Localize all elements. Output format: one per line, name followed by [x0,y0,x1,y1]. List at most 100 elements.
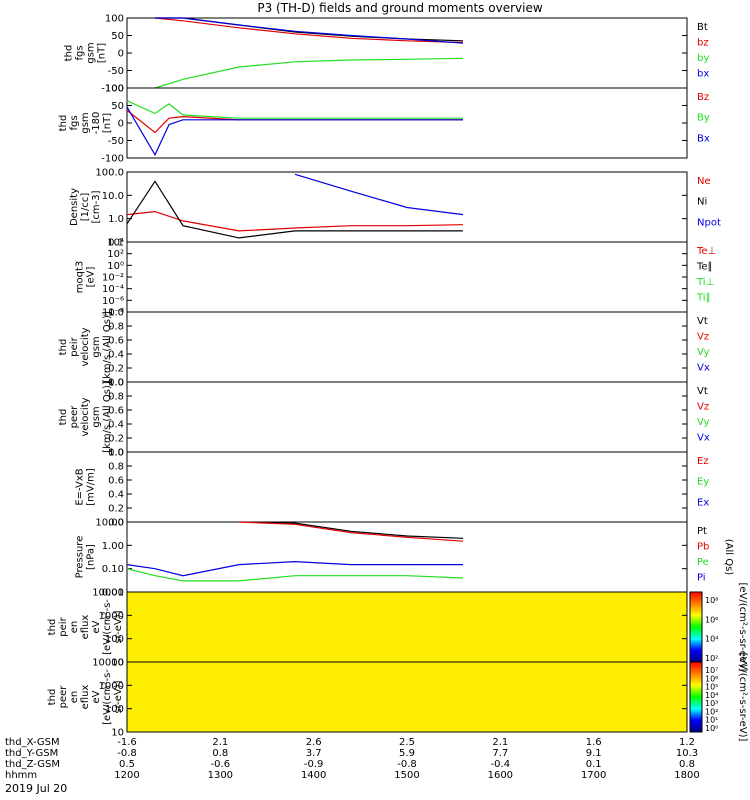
y-axis-label-line: peer [69,405,80,429]
legend-Ey: Ey [697,477,709,488]
panel-frame [126,311,688,383]
y-tick-label: 0.2 [108,434,124,445]
y-tick-label: 1000 [99,681,124,692]
panel-fgs-gsm-180: 100 50 0 -50 -100 thd fgs gsm -180 [nT] Bz By Bx [58,84,710,165]
figure-title: P3 (TH-D) fields and ground moments over… [257,1,542,15]
series-line-bx [155,17,464,44]
y-tick-label: 0.10 [102,564,124,575]
y-axis-label-line: fgs [75,45,86,60]
y-tick-label: 10⁻⁸ [102,308,124,319]
y-axis-label-line: thd [58,115,69,132]
y-tick-label: 0.01 [102,588,124,599]
legend-Npot: Npot [697,217,721,228]
y-axis-label-line: sr-eV)] [113,610,124,643]
legend-Pi: Pi [697,573,706,584]
y-tick-label: 10.00 [95,518,124,529]
x-tick-value: 7.7 [492,748,508,759]
y-axis-label-line: fgs [69,115,80,130]
colorbar-tick-label: 10² [705,654,718,663]
y-tick-label: 10⁻⁶ [102,296,124,307]
y-tick-label: 1.0 [108,448,124,459]
panel-frame [126,87,688,159]
y-tick-label: 0 [118,119,124,130]
y-axis-label: E=-VxB [mV/m] [75,468,97,506]
legend-bx: bx [697,69,709,80]
x-tick-value: 10.3 [676,748,698,759]
panel-frame [126,17,688,89]
legend-by: by [697,53,709,64]
x-tick-value: 0.8 [212,748,228,759]
colorbar-tick-label: 10⁴ [705,635,718,644]
y-axis-label-line: gsm [80,112,91,133]
y-axis-label: thd fgs gsm -180 [nT] [58,112,113,135]
y-axis-label-line: [cm-3] [91,190,102,223]
legend-Pt: Pt [697,526,707,537]
y-axis-label: Pressure [nPa] [75,536,97,579]
y-axis-label-line: gsm [91,406,102,427]
series-line-Ni [126,180,463,239]
heatmap-body [127,592,687,662]
legend-Vy: Vy [697,417,710,428]
y-axis-label-line: [eV/(cm²-s- [102,669,113,725]
x-tick-value: -0.4 [491,759,511,770]
series-line-By [126,100,463,119]
y-axis-label-line: [km/s (All Qs)] [102,381,113,453]
x-tick-value: 9.1 [586,748,602,759]
legend-Bx: Bx [697,133,710,144]
y-tick-label: 10⁻⁴ [102,284,124,295]
y-axis-label-line: eV [91,690,102,703]
y-tick-label: 10⁴ [107,238,124,249]
date-label: 2019 Jul 20 [5,782,67,795]
y-tick-label: 0.2 [108,504,124,515]
y-tick-label: 1.0 [108,308,124,319]
x-tick-value: -1.6 [117,737,137,748]
y-tick-label: 0.0 [108,518,124,529]
y-tick-label: 0.4 [108,490,124,501]
y-axis-label-line: thd [47,689,58,706]
x-tick-value: 2.6 [306,737,322,748]
x-tick-value: 0.1 [586,759,602,770]
colorbar-tick-label: 10⁵ [705,683,718,692]
x-tick-value: -0.8 [117,748,137,759]
panel-fgs-gsm: 100 50 0 -50 -100 thd fgs gsm [nT] Bt bz by bx [64,14,710,95]
legend-Bt: Bt [697,22,708,33]
legend-By: By [697,113,710,124]
y-axis-label: thd peir en eflux eV [eV/(cm²-s-sr-eV)] [47,599,124,655]
y-tick-label: 0.2 [108,364,124,375]
y-axis-label-line: gsm [91,336,102,357]
x-tick-value: 1.2 [679,737,695,748]
x-row-label: thd_Z-GSM [5,759,60,770]
colorbar-label: [eV/(cm²-s-sr-eV)] [737,653,748,742]
y-axis-label-line: eflux [80,615,91,640]
colorbar-tick-label: 10⁰ [705,724,718,733]
y-axis-label-line: [eV] [86,267,97,288]
colorbar [689,591,703,663]
y-tick-label: 10 [111,728,124,739]
y-axis-label-line: Pressure [75,536,86,579]
y-tick-label: 0.0 [108,448,124,459]
panel-efield: 1.0 0.8 0.6 0.4 0.2 0.0 E=-VxB [mV/m] Ez Ey Ex [75,448,710,529]
x-row-label: hhmm [5,770,37,781]
y-axis-label: thd peer en eflux eV [eV/(cm²-s-sr-eV)] [47,669,124,725]
legend-Ez: Ez [697,456,709,467]
x-tick-value: 2.5 [399,737,415,748]
y-tick-label: 100 [105,634,124,645]
y-tick-label: 10⁻² [102,273,124,284]
y-axis-label-line: thd [58,409,69,426]
y-tick-label: 0.6 [108,336,124,347]
x-tick-value: 1300 [208,770,233,781]
colorbar-tick-label: 10⁸ [705,596,718,605]
x-tick-value: -0.8 [397,759,417,770]
x-tick-value: 2.1 [492,737,508,748]
y-tick-label: 0.8 [108,322,124,333]
y-axis-label-line: en [69,621,80,634]
y-tick-label: 1.0 [108,214,124,225]
y-tick-label: 10⁰ [107,261,124,272]
series-line-Bx [126,106,463,157]
x-tick-value: 3.7 [306,748,322,759]
y-tick-label: -100 [101,84,124,95]
legend-Vz: Vz [697,402,709,413]
